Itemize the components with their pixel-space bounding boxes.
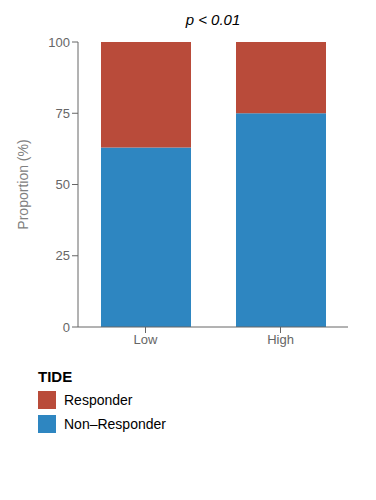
svg-text:50: 50 (56, 177, 70, 192)
svg-text:75: 75 (56, 106, 70, 121)
svg-text:25: 25 (56, 248, 70, 263)
html-text:Responder: Responder (64, 392, 133, 408)
svg-text:0: 0 (63, 320, 70, 335)
svg-text:Low: Low (134, 332, 158, 347)
svg-text:Proportion (%): Proportion (%) (15, 139, 31, 229)
html-text:TIDE: TIDE (38, 368, 73, 385)
svg-text:100: 100 (48, 35, 70, 50)
html-text:p < 0.01: p < 0.01 (185, 11, 241, 28)
html-text:Non–Responder: Non–Responder (64, 416, 166, 432)
svg-text:High: High (267, 332, 294, 347)
